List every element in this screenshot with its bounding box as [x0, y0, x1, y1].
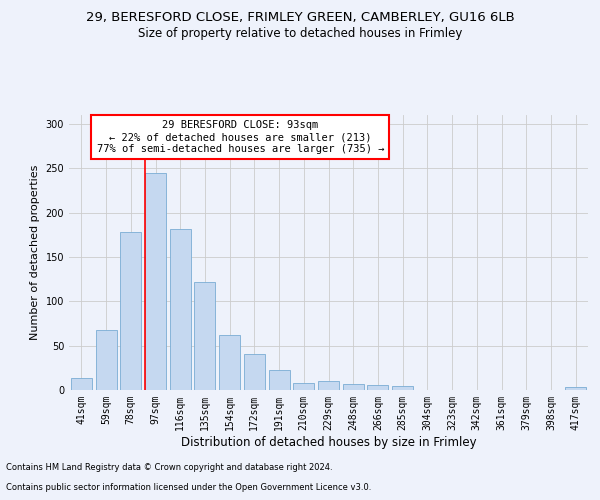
Bar: [318, 381, 339, 390]
X-axis label: Distribution of detached houses by size in Frimley: Distribution of detached houses by size …: [181, 436, 476, 448]
Bar: [71, 378, 92, 390]
Bar: [194, 282, 215, 390]
Bar: [170, 228, 191, 390]
Bar: [293, 383, 314, 390]
Y-axis label: Number of detached properties: Number of detached properties: [30, 165, 40, 340]
Text: Contains HM Land Registry data © Crown copyright and database right 2024.: Contains HM Land Registry data © Crown c…: [6, 464, 332, 472]
Bar: [95, 330, 116, 390]
Bar: [120, 232, 141, 390]
Bar: [145, 172, 166, 390]
Bar: [565, 388, 586, 390]
Bar: [367, 384, 388, 390]
Bar: [343, 384, 364, 390]
Bar: [269, 370, 290, 390]
Text: 29 BERESFORD CLOSE: 93sqm
← 22% of detached houses are smaller (213)
77% of semi: 29 BERESFORD CLOSE: 93sqm ← 22% of detac…: [97, 120, 384, 154]
Bar: [244, 354, 265, 390]
Bar: [219, 335, 240, 390]
Text: Contains public sector information licensed under the Open Government Licence v3: Contains public sector information licen…: [6, 484, 371, 492]
Text: Size of property relative to detached houses in Frimley: Size of property relative to detached ho…: [138, 28, 462, 40]
Text: 29, BERESFORD CLOSE, FRIMLEY GREEN, CAMBERLEY, GU16 6LB: 29, BERESFORD CLOSE, FRIMLEY GREEN, CAMB…: [86, 11, 514, 24]
Bar: [392, 386, 413, 390]
